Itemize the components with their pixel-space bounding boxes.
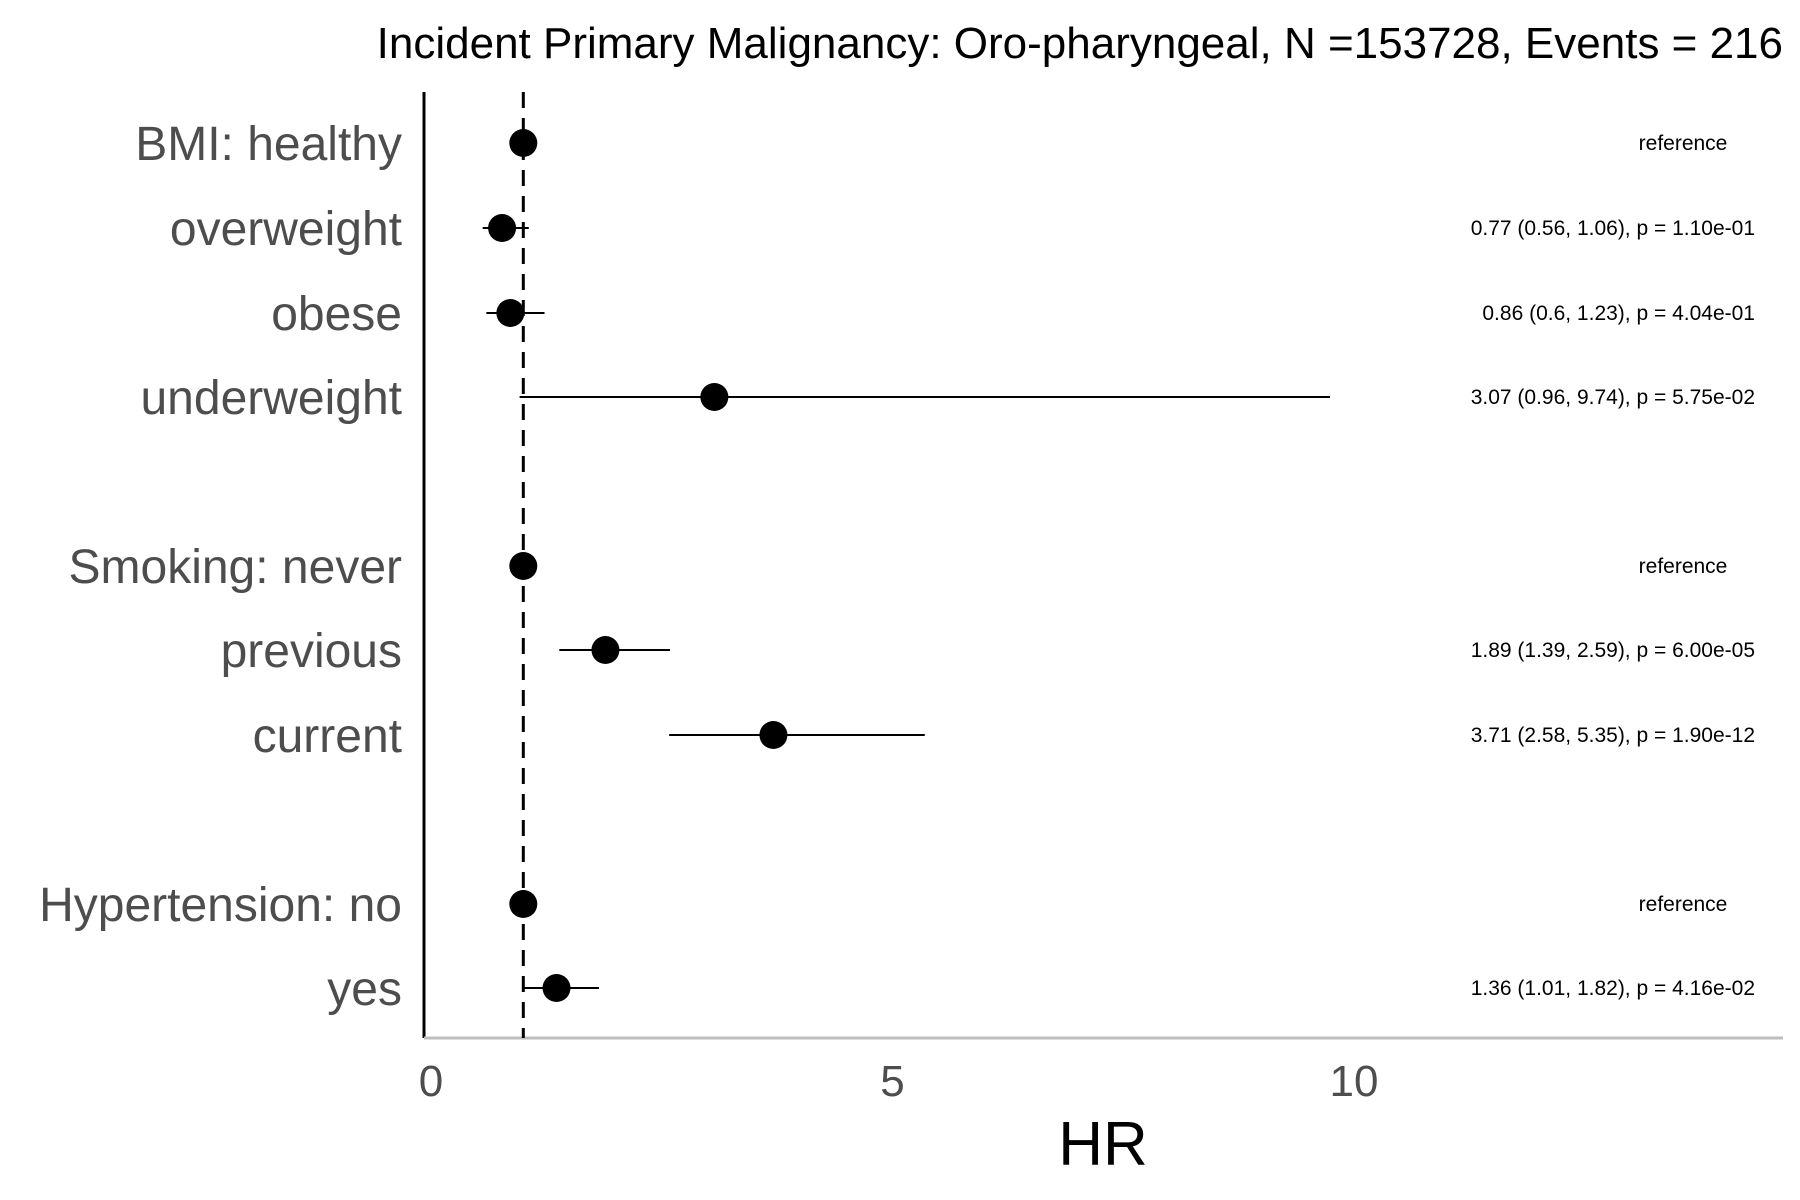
hr-point [488, 214, 517, 242]
x-axis-title: HR [1058, 1110, 1148, 1179]
hr-annotation: reference [1639, 893, 1728, 916]
x-tick-label: 0 [419, 1057, 443, 1106]
hr-annotation: reference [1639, 555, 1728, 578]
x-tick-label: 5 [880, 1057, 904, 1106]
hr-point [700, 383, 729, 411]
hr-annotation: 3.07 (0.96, 9.74), p = 5.75e-02 [1471, 386, 1755, 409]
row-label: current [253, 710, 402, 763]
forest-row: obese 0.86 (0.6, 1.23), p = 4.04e-01 [271, 288, 1755, 341]
chart-title: Incident Primary Malignancy: Oro-pharyng… [377, 19, 1783, 68]
row-label: Smoking: never [69, 541, 403, 594]
forest-row: yes 1.36 (1.01, 1.82), p = 4.16e-02 [327, 963, 1755, 1016]
forest-row: BMI: healthy reference [135, 118, 1727, 171]
row-label: obese [271, 288, 402, 341]
hr-point [509, 129, 538, 157]
hr-point [509, 552, 538, 580]
row-label: underweight [140, 372, 402, 425]
hr-annotation: 0.77 (0.56, 1.06), p = 1.10e-01 [1471, 217, 1755, 240]
forest-row: current 3.71 (2.58, 5.35), p = 1.90e-12 [253, 710, 1755, 763]
hr-point [496, 299, 525, 327]
forest-row: underweight 3.07 (0.96, 9.74), p = 5.75e-… [140, 372, 1755, 425]
row-label: BMI: healthy [135, 118, 402, 171]
hr-point [509, 890, 538, 918]
row-label: Hypertension: no [39, 879, 402, 932]
hr-point [591, 636, 620, 664]
forest-row: previous 1.89 (1.39, 2.59), p = 6.00e-05 [221, 625, 1755, 678]
hr-annotation: 0.86 (0.6, 1.23), p = 4.04e-01 [1482, 302, 1755, 325]
row-label: previous [221, 625, 402, 678]
row-label: overweight [170, 203, 402, 256]
rows-layer: BMI: healthy reference overweight 0.77 (0.5… [39, 118, 1755, 1016]
row-label: yes [327, 963, 402, 1016]
hr-annotation: 1.89 (1.39, 2.59), p = 6.00e-05 [1471, 639, 1755, 662]
x-tick-label: 10 [1330, 1057, 1379, 1106]
hr-annotation: 1.36 (1.01, 1.82), p = 4.16e-02 [1471, 977, 1755, 1000]
hr-point [542, 974, 571, 1002]
x-ticks: 0 5 10 [419, 1057, 1379, 1106]
forest-row: Smoking: never reference [69, 541, 1728, 594]
forest-row: overweight 0.77 (0.56, 1.06), p = 1.10e-0… [170, 203, 1755, 256]
hr-annotation: 3.71 (2.58, 5.35), p = 1.90e-12 [1471, 724, 1755, 747]
hr-annotation: reference [1639, 132, 1728, 155]
hr-point [759, 721, 788, 749]
forest-row: Hypertension: no reference [39, 879, 1727, 932]
